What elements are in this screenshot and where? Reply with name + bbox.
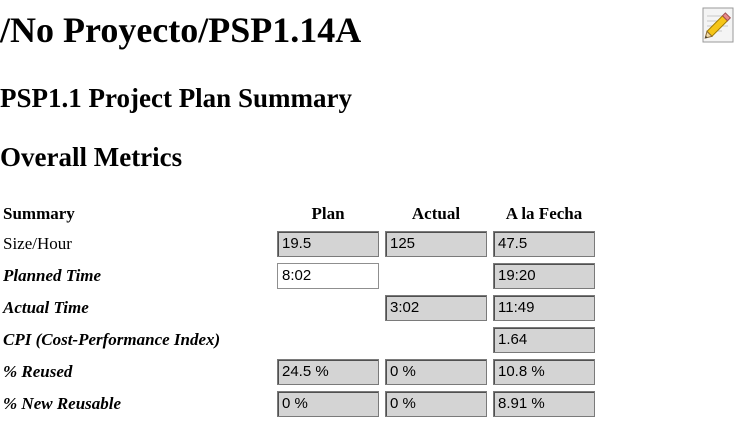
overall-metrics-heading: Overall Metrics xyxy=(0,142,183,172)
table-row: Planned Time 8:02 19:20 xyxy=(0,260,598,292)
planned-time-plan-input[interactable]: 8:02 xyxy=(277,263,379,289)
row-label-new-reusable: % New Reusable xyxy=(3,394,122,413)
actual-time-actual-field: 3:02 xyxy=(385,295,487,321)
table-row: CPI (Cost-Performance Index) 1.64 xyxy=(0,324,598,356)
new-reusable-plan-field: 0 % xyxy=(277,391,379,417)
actual-time-to-date-field: 11:49 xyxy=(493,295,595,321)
row-label-actual-time: Actual Time xyxy=(3,298,89,317)
table-row: Actual Time 3:02 11:49 xyxy=(0,292,598,324)
page-title: /No Proyecto/PSP1.14A xyxy=(0,10,362,50)
header-summary: Summary xyxy=(3,204,75,223)
row-label-reused: % Reused xyxy=(3,362,73,381)
table-row: % Reused 24.5 % 0 % 10.8 % xyxy=(0,356,598,388)
row-label-cpi: CPI (Cost-Performance Index) xyxy=(3,330,221,349)
header-to-date: A la Fecha xyxy=(505,204,583,223)
reused-plan-field: 24.5 % xyxy=(277,359,379,385)
row-label-planned-time: Planned Time xyxy=(3,266,102,285)
row-label-size-hour: Size/Hour xyxy=(3,234,72,253)
new-reusable-actual-field: 0 % xyxy=(385,391,487,417)
size-hour-to-date-field: 47.5 xyxy=(493,231,595,257)
table-row: % New Reusable 0 % 0 % 8.91 % xyxy=(0,388,598,420)
header-plan: Plan xyxy=(311,204,345,223)
new-reusable-to-date-field: 8.91 % xyxy=(493,391,595,417)
header-actual: Actual xyxy=(411,204,461,223)
overall-metrics-table: Summary Plan Actual A la Fecha Size/Hour… xyxy=(0,200,598,420)
planned-time-to-date-field: 19:20 xyxy=(493,263,595,289)
table-row: Size/Hour 19.5 125 47.5 xyxy=(0,228,598,260)
cpi-to-date-field: 1.64 xyxy=(493,327,595,353)
pencil-icon[interactable] xyxy=(700,4,738,46)
table-header-row: Summary Plan Actual A la Fecha xyxy=(0,200,598,228)
plan-summary-heading: PSP1.1 Project Plan Summary xyxy=(0,83,352,113)
reused-actual-field: 0 % xyxy=(385,359,487,385)
reused-to-date-field: 10.8 % xyxy=(493,359,595,385)
size-hour-actual-field: 125 xyxy=(385,231,487,257)
size-hour-plan-field: 19.5 xyxy=(277,231,379,257)
